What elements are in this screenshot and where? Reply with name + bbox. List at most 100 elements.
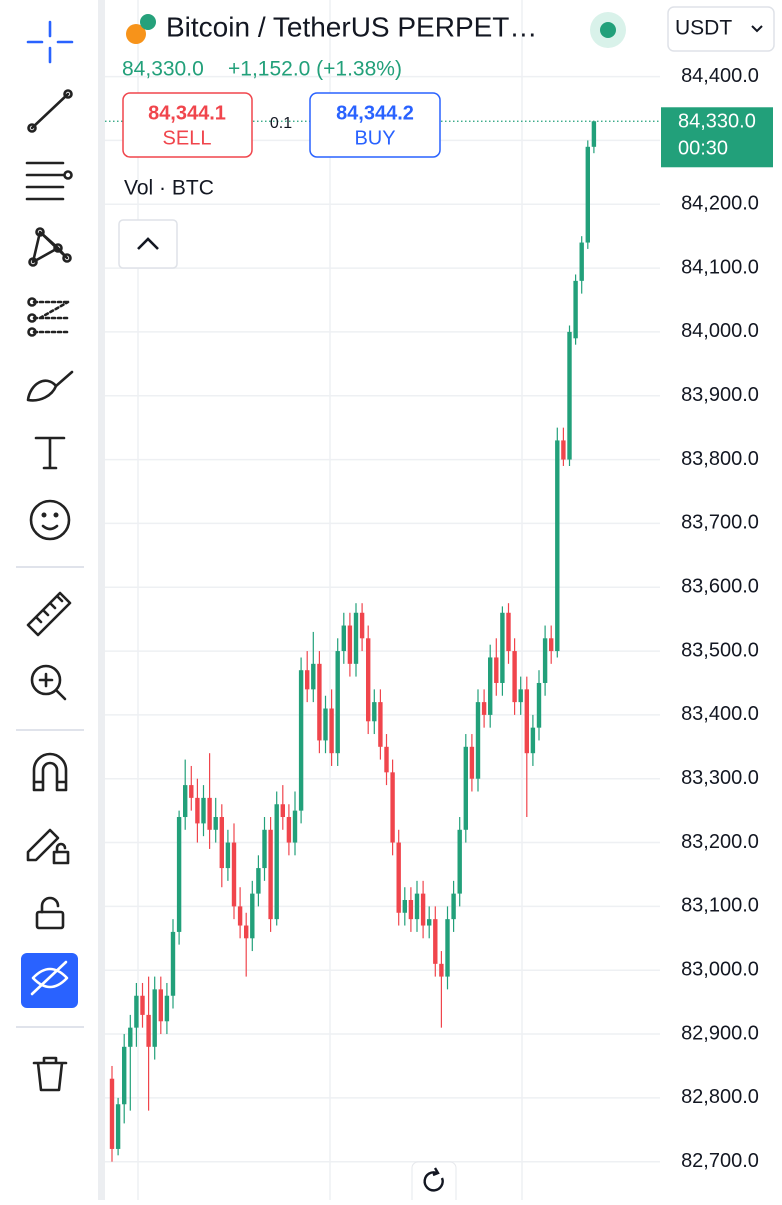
- candle-body: [561, 440, 566, 460]
- candle-body: [268, 829, 273, 920]
- delete-tool[interactable]: [32, 1056, 68, 1092]
- candle-body: [329, 708, 334, 754]
- currency-select[interactable]: [667, 6, 775, 52]
- y-tick-label: 83,000.0: [681, 958, 759, 980]
- candle-body: [457, 829, 462, 894]
- y-tick-label: 83,600.0: [681, 576, 759, 598]
- candle-body: [109, 1078, 115, 1149]
- hide-icon: [30, 960, 69, 996]
- candle-body: [384, 746, 389, 773]
- candle-body: [189, 785, 194, 798]
- spread: 0.1: [270, 115, 292, 132]
- candle-body: [573, 280, 578, 339]
- candle-body: [536, 682, 542, 728]
- candle-body: [445, 919, 450, 977]
- candle-body: [591, 121, 597, 147]
- candle-body: [530, 727, 536, 754]
- sell-price: 84,344.1: [148, 102, 226, 124]
- candle-body: [579, 242, 584, 281]
- candle-body: [427, 919, 432, 926]
- last-price-tag: [661, 107, 773, 168]
- y-tick-label: 83,300.0: [681, 767, 759, 789]
- candle-body: [542, 638, 548, 683]
- currency: USDT: [675, 17, 732, 40]
- chevron: [751, 25, 763, 33]
- reset-button[interactable]: [411, 1161, 457, 1205]
- last-price: 84,330.0: [122, 58, 204, 81]
- hide-tool-active[interactable]: [21, 953, 78, 1008]
- candle-body: [341, 625, 346, 652]
- symbol-title[interactable]: Bitcoin / TetherUS PERPET…: [166, 11, 537, 42]
- candle-body: [207, 797, 212, 830]
- line-tool[interactable]: [27, 89, 73, 133]
- candle-body: [231, 842, 237, 907]
- candle-body: [140, 995, 145, 1015]
- crosshair-tool[interactable]: [26, 20, 74, 64]
- candle-body: [213, 817, 218, 830]
- volume-label: Vol · BTC: [124, 177, 214, 200]
- candle-body: [463, 746, 468, 830]
- buy-label: BUY: [354, 127, 395, 149]
- candle-body: [298, 670, 304, 811]
- candle-body: [347, 625, 353, 664]
- candle-body: [335, 651, 340, 754]
- candle-body: [164, 995, 170, 1022]
- y-tick-label: 83,800.0: [681, 448, 759, 470]
- candle-body: [506, 612, 511, 652]
- y-tick-label: 84,100.0: [681, 256, 759, 278]
- candle-body: [585, 146, 590, 243]
- lock-tool[interactable]: [35, 896, 65, 930]
- candle-body: [372, 702, 377, 722]
- candle-body: [390, 772, 395, 843]
- candle-body: [420, 893, 426, 926]
- projection-tool[interactable]: [27, 297, 70, 337]
- candle-body: [292, 810, 298, 843]
- collapse-button[interactable]: [118, 219, 178, 269]
- fib-tool[interactable]: [25, 161, 73, 201]
- sell-button[interactable]: [122, 92, 253, 158]
- candle-body: [433, 919, 438, 964]
- candle-body: [311, 663, 316, 690]
- sell-label: SELL: [163, 127, 212, 149]
- market-status-dot: [600, 22, 616, 38]
- buy-button[interactable]: [309, 92, 441, 158]
- magnet-tool[interactable]: [32, 752, 68, 792]
- y-tick-label: 83,500.0: [681, 639, 759, 661]
- candle-body: [225, 842, 231, 869]
- candle-body: [280, 804, 285, 818]
- y-tick-label: 82,900.0: [681, 1022, 759, 1044]
- candle-body: [274, 804, 279, 920]
- candle-body: [152, 989, 157, 1047]
- y-tick-label: 83,100.0: [681, 895, 759, 917]
- candle-body: [250, 893, 255, 939]
- pattern-tool[interactable]: [28, 227, 72, 267]
- text-tool[interactable]: [34, 436, 66, 470]
- toolbar: [0, 0, 105, 1200]
- ruler-tool[interactable]: [26, 591, 72, 637]
- candle-body: [146, 1014, 151, 1047]
- candle-body: [262, 829, 267, 869]
- y-tick-label: 84,200.0: [681, 193, 759, 215]
- lock-drawing-tool[interactable]: [26, 828, 70, 865]
- candle-body: [555, 440, 560, 652]
- emoji-tool[interactable]: [29, 499, 71, 541]
- brush-tool[interactable]: [26, 370, 74, 402]
- zoom-tool[interactable]: [30, 664, 67, 701]
- candle-body: [524, 689, 529, 754]
- candle-body: [439, 963, 444, 977]
- candle-body: [475, 702, 481, 779]
- plot: [105, 120, 660, 1162]
- candle-body: [237, 906, 243, 926]
- candle-body: [518, 689, 523, 703]
- toolbar-divider: [98, 0, 105, 1200]
- y-tick-label: 84,400.0: [681, 65, 759, 87]
- candle-body: [317, 663, 322, 741]
- candle-body: [378, 702, 383, 747]
- candle-body: [323, 708, 328, 741]
- tether-icon: [140, 14, 156, 30]
- candle-body: [176, 817, 182, 932]
- candle-body: [305, 670, 310, 690]
- candle-body: [244, 925, 249, 939]
- last-price-label: 84,330.0: [678, 111, 756, 133]
